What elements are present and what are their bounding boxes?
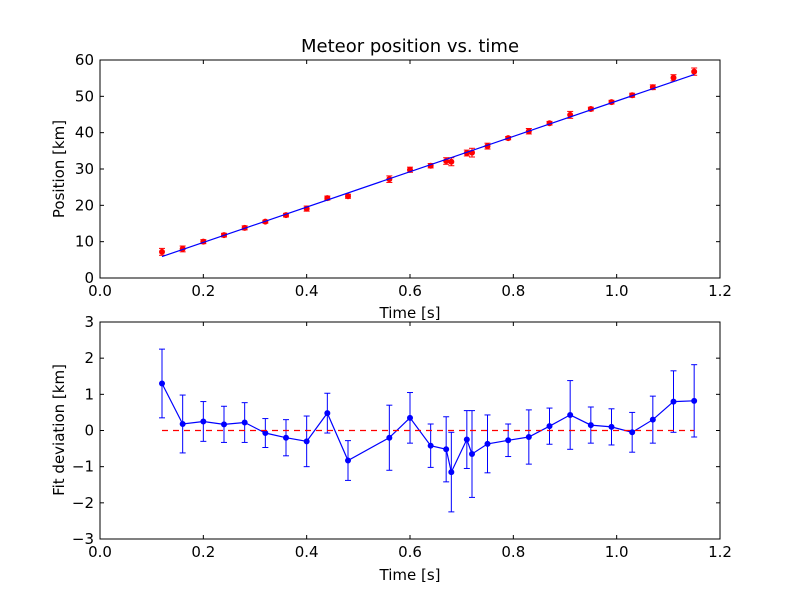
deviation-x-tick-label: 1.2 <box>708 543 732 561</box>
position-data-point <box>345 193 351 200</box>
deviation-data-point <box>546 423 553 430</box>
deviation-plot-area: 0.0 0.2 0.4 0.6 0.8 1.0 1.2 −3 −2 −1 0 1 2 3 <box>72 313 732 561</box>
position-x-tick-label: 0.2 <box>191 282 215 300</box>
deviation-panel: 0.0 0.2 0.4 0.6 0.8 1.0 1.2 −3 −2 −1 0 1 2 3 Time [s]… <box>50 313 732 584</box>
deviation-data-point <box>221 421 227 428</box>
deviation-data-point <box>345 457 351 464</box>
deviation-data-point <box>463 436 470 443</box>
deviation-y-axis-label: Fit deviation [km] <box>50 364 68 496</box>
deviation-x-tick-label: 0.0 <box>88 543 112 561</box>
deviation-data-point <box>283 434 289 441</box>
position-x-tick-label: 1.2 <box>708 282 732 300</box>
deviation-x-tick-label: 1.0 <box>605 543 629 561</box>
deviation-data-point <box>649 416 656 423</box>
deviation-y-tick-label: 2 <box>84 349 94 367</box>
position-y-tick-label: 0 <box>84 269 94 287</box>
deviation-series-line <box>161 383 695 474</box>
position-y-tick-label: 20 <box>75 196 94 214</box>
position-panel: Meteor position vs. time 0.0 0.2 0.4 0.6 0.8… <box>50 36 732 322</box>
deviation-data-point <box>427 442 434 449</box>
position-x-axis-label: Time [s] <box>379 304 441 322</box>
deviation-data-point <box>262 430 269 437</box>
chart-title: Meteor position vs. time <box>301 36 519 57</box>
position-y-axis-label: Position [km] <box>50 120 68 218</box>
deviation-data-point <box>629 429 636 436</box>
deviation-data-point <box>386 434 393 441</box>
deviation-data-point <box>200 418 207 425</box>
position-data-point <box>691 68 698 75</box>
position-x-tick-label: 1.0 <box>605 282 629 300</box>
deviation-y-tick-label: −3 <box>72 530 94 548</box>
deviation-data-point <box>608 423 615 430</box>
deviation-y-tick-label: 3 <box>84 313 94 331</box>
deviation-data-point <box>505 437 512 444</box>
position-x-tick-label: 0.6 <box>398 282 422 300</box>
deviation-data-point <box>324 410 331 417</box>
deviation-data-point <box>484 440 491 447</box>
deviation-data-point <box>691 397 698 404</box>
deviation-data-point <box>670 398 677 405</box>
deviation-data-point <box>179 420 186 427</box>
position-y-tick-label: 50 <box>75 87 94 105</box>
position-data-point <box>670 74 677 81</box>
position-data-point <box>159 248 165 255</box>
deviation-data-point <box>587 422 594 429</box>
position-y-tick-label: 60 <box>75 51 94 69</box>
deviation-data-point <box>241 419 248 426</box>
fit-line <box>161 73 695 258</box>
deviation-data-point <box>443 446 450 453</box>
position-plot-area: 0.0 0.2 0.4 0.6 0.8 1.0 1.2 0 10 20 30 40 50 60 <box>75 51 732 300</box>
position-x-tick-label: 0.0 <box>88 282 112 300</box>
deviation-data-point <box>525 434 532 441</box>
deviation-x-axis-label: Time [s] <box>379 566 441 584</box>
deviation-data-point <box>407 414 413 421</box>
deviation-data-point <box>159 380 165 387</box>
deviation-y-tick-label: −1 <box>72 458 94 476</box>
position-data-point <box>448 158 455 165</box>
deviation-data-point <box>469 451 475 458</box>
deviation-x-tick-label: 0.6 <box>398 543 422 561</box>
deviation-y-tick-label: 1 <box>84 385 94 403</box>
deviation-x-tick-label: 0.4 <box>295 543 319 561</box>
position-y-tick-label: 10 <box>75 233 94 251</box>
position-y-tick-label: 40 <box>75 124 94 142</box>
deviation-data-point <box>567 411 574 418</box>
position-x-tick-label: 0.8 <box>501 282 525 300</box>
deviation-y-tick-label: −2 <box>72 494 94 512</box>
deviation-x-tick-label: 0.2 <box>191 543 215 561</box>
deviation-data-point <box>448 469 455 476</box>
position-x-tick-label: 0.4 <box>295 282 319 300</box>
deviation-data-point <box>303 438 310 445</box>
deviation-y-tick-label: 0 <box>84 422 94 440</box>
position-y-tick-label: 30 <box>75 160 94 178</box>
deviation-x-tick-label: 0.8 <box>501 543 525 561</box>
